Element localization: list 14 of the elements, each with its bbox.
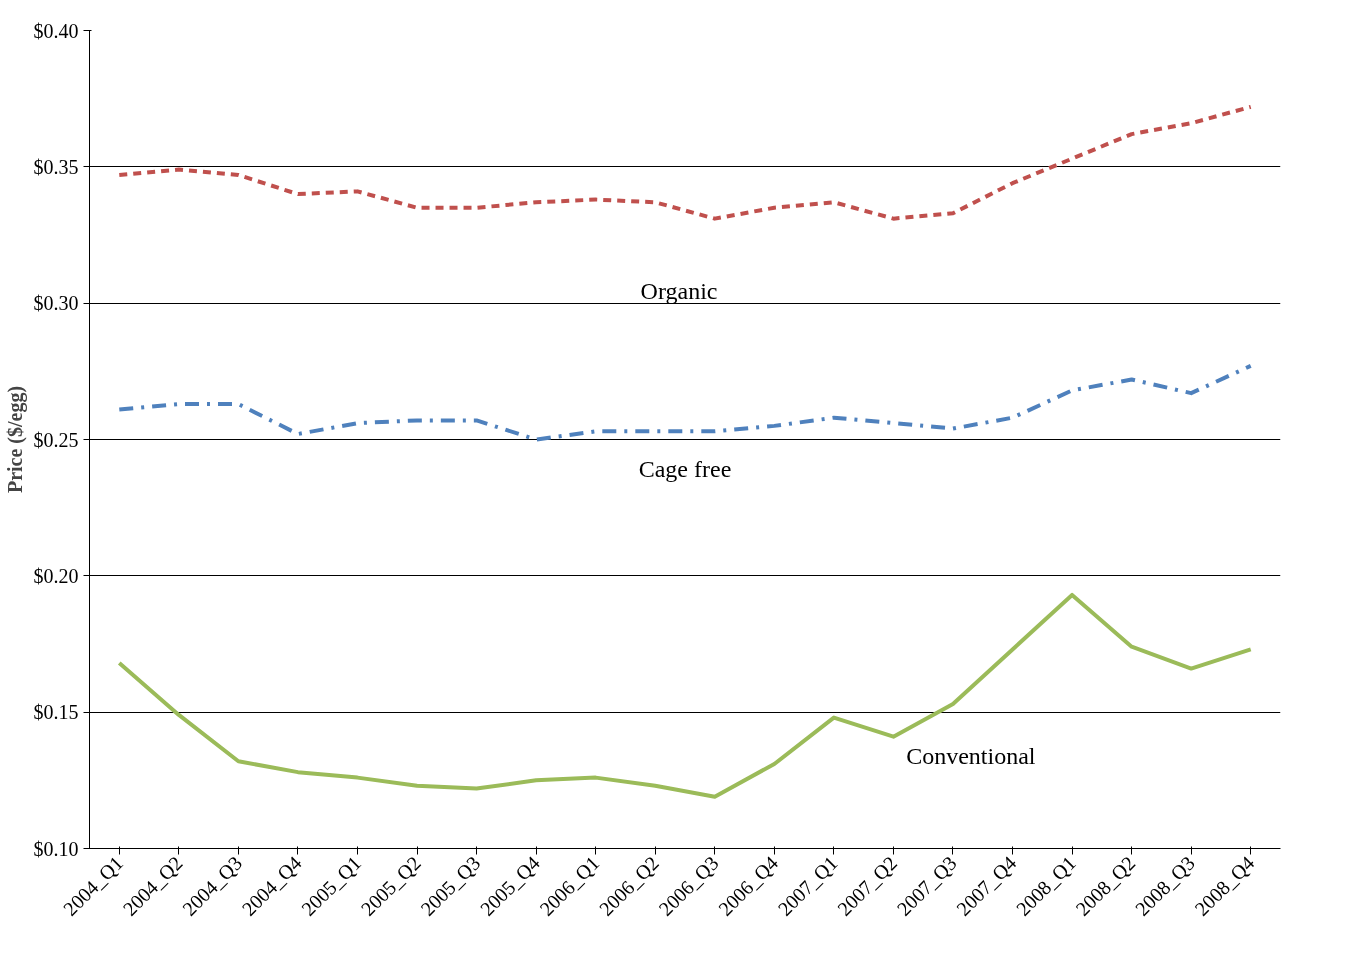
text: Organic xyxy=(640,277,718,304)
y-tick-label: $0.40 xyxy=(33,19,79,42)
y-tick-label: $0.10 xyxy=(33,837,79,860)
y-tick-label: $0.15 xyxy=(33,701,79,724)
series-label: Conventional xyxy=(906,742,1036,769)
series-label: Cage free xyxy=(638,456,732,483)
line-series xyxy=(117,104,1253,221)
y-tick-label: $0.25 xyxy=(33,428,79,451)
y-tick-label: $0.35 xyxy=(33,155,79,178)
y-tick-label: $0.30 xyxy=(33,292,79,315)
y-tick-label: $0.20 xyxy=(33,564,79,587)
y-axis-title: Price ($/egg) xyxy=(3,385,27,494)
line-series xyxy=(117,592,1253,799)
line-series xyxy=(117,363,1253,442)
